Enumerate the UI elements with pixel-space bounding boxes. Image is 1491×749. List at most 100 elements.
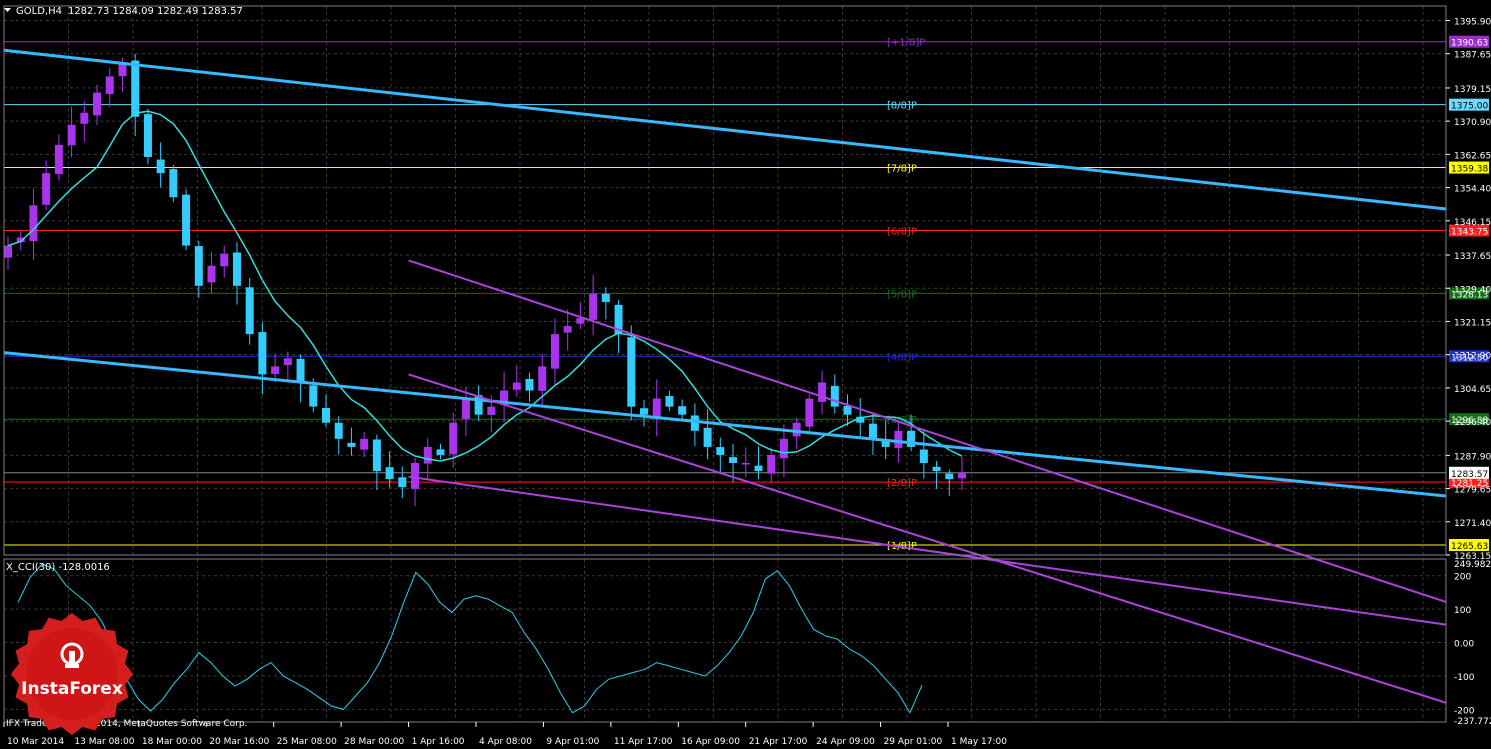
price-tag xyxy=(1449,287,1489,300)
candle-body[interactable] xyxy=(67,124,76,146)
candle-body[interactable] xyxy=(411,462,420,489)
candle-body[interactable] xyxy=(958,472,966,479)
candle-body[interactable] xyxy=(627,337,636,407)
candle-body[interactable] xyxy=(856,416,865,423)
candle-body[interactable] xyxy=(945,473,954,480)
candle-body[interactable] xyxy=(16,237,25,243)
candle-body[interactable] xyxy=(703,427,712,447)
candle-body[interactable] xyxy=(93,92,102,116)
x-tick-label: 20 Mar 16:00 xyxy=(209,737,269,747)
candle-body[interactable] xyxy=(601,293,610,302)
candle-body[interactable] xyxy=(131,60,140,117)
x-tick-label: 29 Apr 01:00 xyxy=(884,737,943,747)
trend-line[interactable] xyxy=(408,373,1447,704)
candle-body[interactable] xyxy=(589,293,598,320)
trend-lines[interactable] xyxy=(3,48,1447,704)
candle-body[interactable] xyxy=(805,398,814,427)
candle-body[interactable] xyxy=(830,385,839,407)
candle-body[interactable] xyxy=(258,332,267,375)
candle-body[interactable] xyxy=(29,205,38,242)
y-tick-label: 1263.15 xyxy=(1454,552,1491,562)
candle-body[interactable] xyxy=(868,423,877,439)
trend-line[interactable] xyxy=(3,351,1447,498)
candle-body[interactable] xyxy=(652,398,661,418)
candle-body[interactable] xyxy=(665,396,674,407)
x-tick-label: 13 Mar 08:00 xyxy=(74,737,134,747)
candle-body[interactable] xyxy=(538,366,547,391)
candle-body[interactable] xyxy=(372,439,381,472)
candle-body[interactable] xyxy=(385,467,394,480)
candle-body[interactable] xyxy=(169,169,178,198)
candle-body[interactable] xyxy=(449,422,458,455)
candle-body[interactable] xyxy=(729,457,738,463)
candle-body[interactable] xyxy=(156,159,165,174)
candle-body[interactable] xyxy=(105,76,114,94)
candle-body[interactable] xyxy=(322,407,330,423)
candle-body[interactable] xyxy=(207,265,216,283)
candle-body[interactable] xyxy=(881,440,890,447)
candle-body[interactable] xyxy=(525,378,534,391)
candle-body[interactable] xyxy=(792,422,801,437)
candle-body[interactable] xyxy=(550,334,559,369)
candle-body[interactable] xyxy=(678,406,687,415)
candle-body[interactable] xyxy=(360,438,369,450)
candle-body[interactable] xyxy=(614,304,623,335)
y-tick-label: 1395.90 xyxy=(1454,17,1491,27)
candle-body[interactable] xyxy=(182,194,191,246)
candle-body[interactable] xyxy=(779,438,788,459)
candle-body[interactable] xyxy=(423,446,432,464)
candle-body[interactable] xyxy=(461,398,470,419)
candle-body[interactable] xyxy=(296,358,305,383)
symbol-dropdown-icon[interactable] xyxy=(4,8,11,12)
candle-body[interactable] xyxy=(690,415,699,431)
candle-body[interactable] xyxy=(54,144,63,175)
price-tag xyxy=(1449,161,1489,174)
candle-body[interactable] xyxy=(309,385,318,407)
candle-body[interactable] xyxy=(907,430,916,447)
candle-body[interactable] xyxy=(143,114,152,157)
candle-body[interactable] xyxy=(220,253,229,267)
instaforex-logo-text: InstaForex xyxy=(21,679,123,699)
candle-body[interactable] xyxy=(245,287,254,335)
cci-y-tick-label: -237.7724 xyxy=(1454,717,1491,727)
candle-body[interactable] xyxy=(487,406,496,415)
price-tag-label: 1281.25 xyxy=(1451,479,1488,489)
candle-body[interactable] xyxy=(512,382,521,390)
price-tag xyxy=(1449,413,1489,426)
candle-body[interactable] xyxy=(767,454,776,474)
axes: 10 Mar 2014 13 Mar 08:00 18 Mar 00:00 20 Ma… xyxy=(3,5,1491,747)
candle-body[interactable] xyxy=(894,430,903,448)
candle-body[interactable] xyxy=(80,112,89,124)
candle-body[interactable] xyxy=(741,462,750,465)
candlestick-series[interactable] xyxy=(4,53,966,507)
candle-body[interactable] xyxy=(194,246,203,286)
candle-body[interactable] xyxy=(474,395,483,415)
main-panel-border xyxy=(3,5,1447,556)
candle-body[interactable] xyxy=(932,466,941,472)
trend-line[interactable] xyxy=(408,475,1447,626)
candle-body[interactable] xyxy=(640,408,648,415)
candle-body[interactable] xyxy=(398,477,407,488)
candle-body[interactable] xyxy=(232,252,241,286)
murrey-level-label: [4/8]P xyxy=(887,352,917,363)
candle-body[interactable] xyxy=(118,64,127,77)
trend-line[interactable] xyxy=(3,48,1447,211)
candle-body[interactable] xyxy=(436,449,445,455)
candle-body[interactable] xyxy=(818,382,827,402)
murrey-level-label: [6/8]P xyxy=(887,226,917,237)
candle-body[interactable] xyxy=(271,366,280,374)
candle-body[interactable] xyxy=(347,442,356,447)
candle-body[interactable] xyxy=(843,405,852,415)
candle-body[interactable] xyxy=(4,245,12,258)
candle-body[interactable] xyxy=(334,422,343,439)
x-tick-label: 28 Mar 00:00 xyxy=(344,737,404,747)
candle-body[interactable] xyxy=(563,326,572,333)
candle-body[interactable] xyxy=(500,390,509,405)
candle-body[interactable] xyxy=(754,465,763,472)
candle-body[interactable] xyxy=(283,358,292,366)
candle-body[interactable] xyxy=(919,449,928,463)
candle-body[interactable] xyxy=(576,318,585,324)
candle-body[interactable] xyxy=(716,447,725,455)
candle-body[interactable] xyxy=(42,173,51,205)
trend-line[interactable] xyxy=(408,259,1447,603)
